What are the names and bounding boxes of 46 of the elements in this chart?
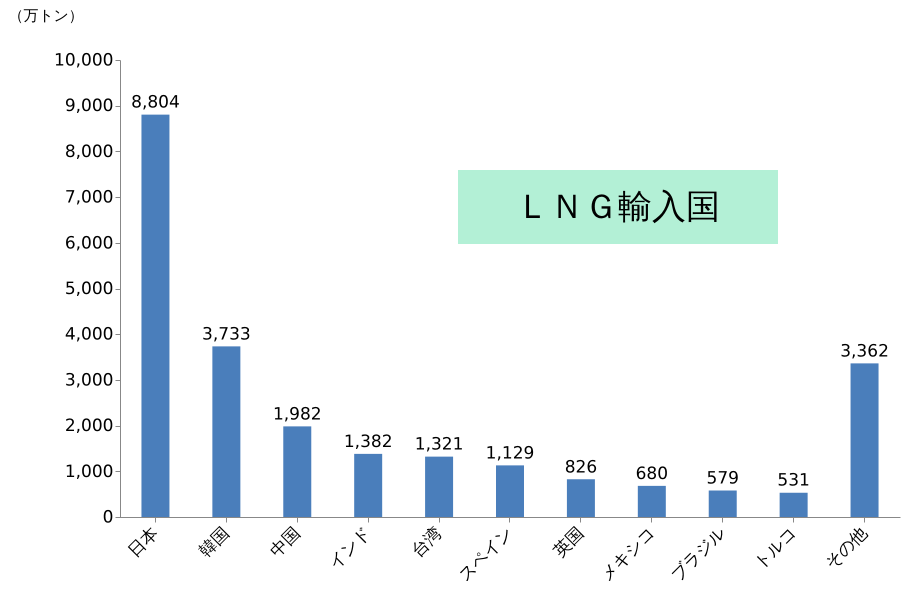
bar [141, 114, 170, 517]
x-tick-label: 日本 [124, 523, 163, 562]
y-tick-label: 0 [102, 508, 114, 528]
x-tick-label: 中国 [266, 523, 304, 562]
data-label: 680 [636, 464, 668, 484]
y-tick-label: 6,000 [64, 233, 114, 254]
data-label: 1,982 [272, 404, 322, 424]
bar [425, 456, 454, 517]
data-label: 531 [777, 470, 810, 491]
bar [566, 479, 595, 517]
y-tick-label: 8,000 [64, 142, 114, 162]
bar [708, 490, 737, 517]
x-tick-label: スペイン [454, 523, 518, 586]
bar [780, 492, 808, 517]
data-label: 1,382 [344, 432, 393, 452]
bar [354, 454, 382, 517]
x-tick-label: ブラジル [668, 523, 730, 586]
y-tick-label: 5,000 [64, 279, 114, 299]
x-tick-label: 英国 [550, 523, 588, 562]
bar [638, 486, 666, 517]
data-label: 3,362 [840, 341, 889, 362]
data-label: 1,129 [486, 443, 534, 464]
x-tick-label: 韓国 [195, 523, 234, 562]
data-label: 579 [706, 468, 739, 489]
label-box: ＬＮＧ輸入国 [458, 170, 778, 244]
data-label: 1,321 [414, 434, 464, 455]
y-tick-label: 3,000 [64, 370, 114, 390]
data-label: 826 [564, 457, 598, 478]
bar [283, 426, 312, 517]
x-tick-label: メキシコ [596, 523, 659, 586]
bar [212, 346, 240, 517]
data-label: 3,733 [202, 324, 251, 344]
x-tick-label: インド [325, 523, 376, 574]
y-tick-label: 10,000 [54, 50, 114, 70]
x-tick-label: トルコ [750, 523, 801, 574]
y-axis-title: （万トン） [8, 6, 84, 24]
x-tick-label: 台湾 [408, 523, 446, 562]
bar [850, 363, 879, 517]
bar [496, 465, 524, 517]
y-tick-label: 9,000 [64, 96, 114, 116]
y-tick-label: 2,000 [64, 416, 114, 436]
y-tick-label: 4,000 [64, 324, 114, 345]
y-tick-label: 1,000 [64, 462, 114, 482]
y-tick-label: 7,000 [64, 188, 114, 208]
x-tick-label: その他 [821, 523, 872, 574]
data-label: 8,804 [131, 92, 180, 113]
